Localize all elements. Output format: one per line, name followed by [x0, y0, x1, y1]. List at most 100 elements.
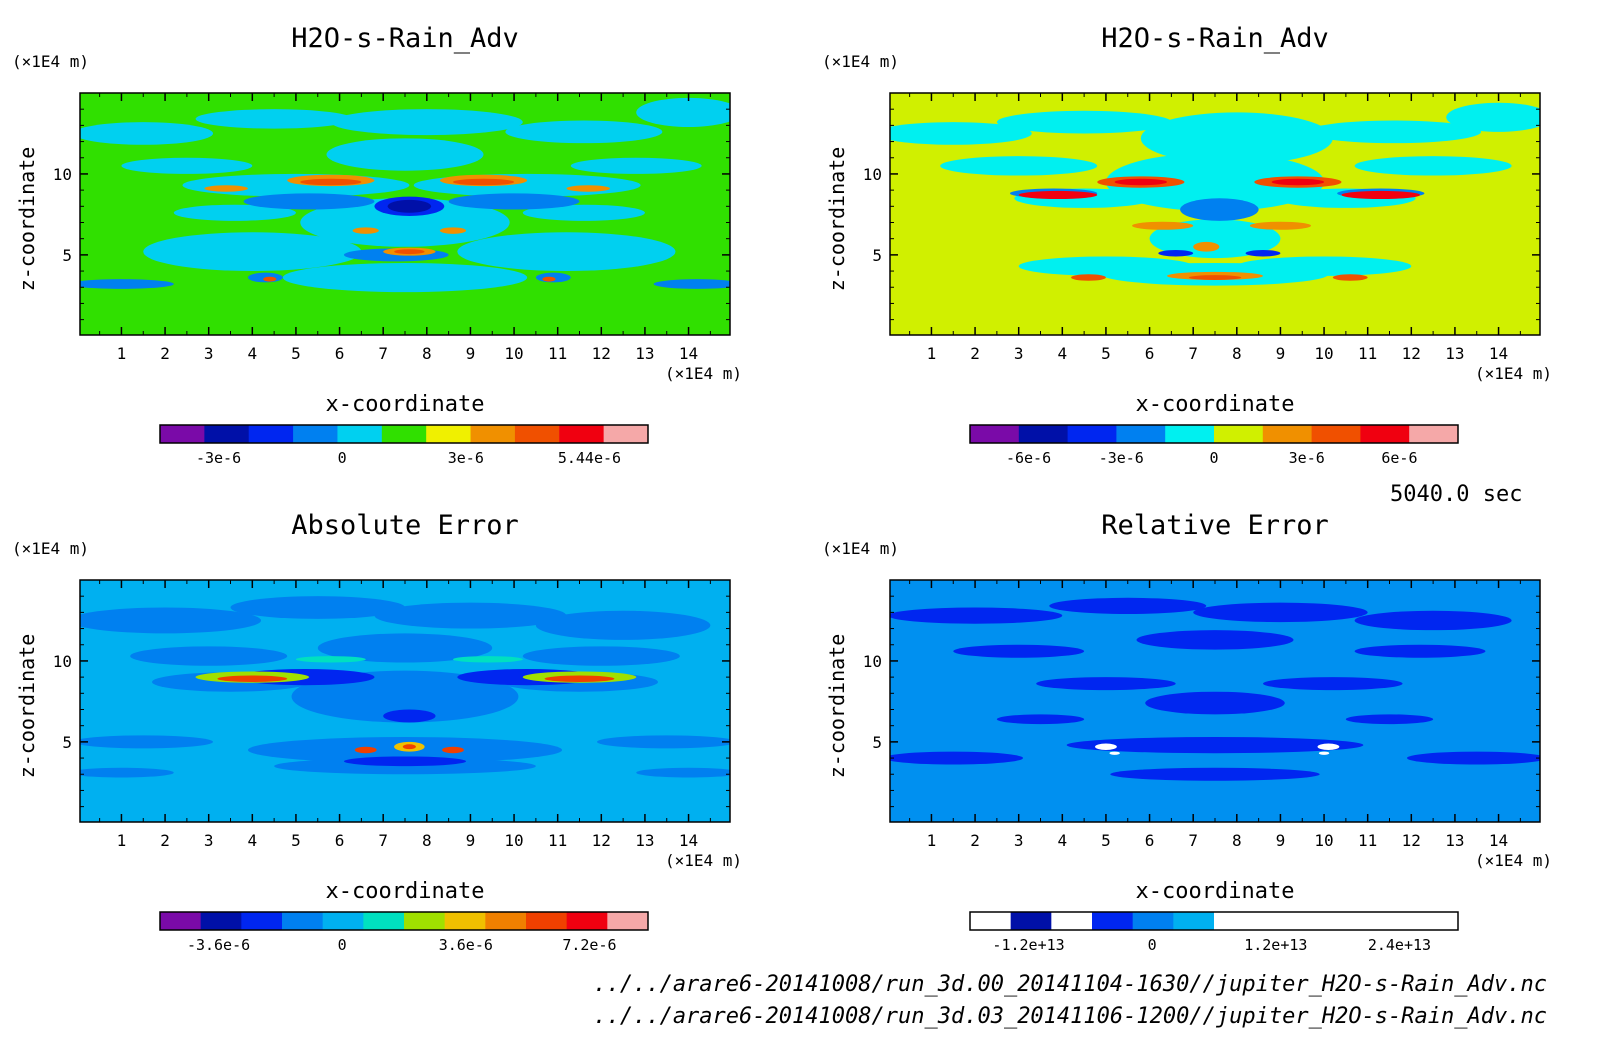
colorbar-swatch — [1376, 912, 1418, 930]
field-contour — [354, 746, 377, 754]
field-contour — [452, 656, 523, 663]
x-tick-label: 7 — [378, 831, 388, 850]
x-unit-label: (×1E4 m) — [1475, 364, 1552, 383]
x-tick-label: 14 — [1489, 831, 1508, 850]
field-contour — [317, 633, 493, 663]
colorbar: -1.2e+13 0 1.2e+13 2.4e+13 — [969, 911, 1459, 954]
field-contour — [291, 670, 519, 723]
field-contour — [121, 157, 253, 174]
field-contour — [1249, 221, 1311, 230]
field-contour — [452, 178, 515, 186]
colorbar-swatch — [1067, 425, 1117, 443]
field-contour — [1188, 275, 1242, 280]
colorbar: -3.6e-6 0 3.6e-6 7.2e-6 — [159, 911, 649, 954]
x-tick-label: 13 — [1445, 831, 1464, 850]
field-contour — [217, 675, 288, 682]
field-contour — [1036, 677, 1176, 691]
field-contour — [1341, 190, 1421, 200]
field-contour — [1317, 743, 1340, 750]
x-tick-label: 11 — [548, 831, 567, 850]
colorbar-swatch — [559, 425, 605, 443]
field-contour — [282, 262, 528, 293]
x-tick-label: 9 — [466, 344, 476, 363]
x-tick-label: 12 — [1402, 831, 1421, 850]
x-unit-label: (×1E4 m) — [665, 364, 742, 383]
field-contour — [596, 766, 615, 772]
colorbar-swatch — [1092, 912, 1134, 930]
colorbar-tick-label: 3e-6 — [1289, 449, 1325, 467]
colorbar-swatch — [160, 912, 202, 930]
x-tick-label: 8 — [422, 831, 432, 850]
x-tick-label: 2 — [970, 831, 980, 850]
colorbar-frame — [969, 424, 1459, 444]
colorbar-swatch — [322, 912, 364, 930]
x-tick-label: 14 — [1489, 344, 1508, 363]
x-tick-label: 8 — [422, 344, 432, 363]
x-tick-label: 9 — [466, 831, 476, 850]
colorbar-swatch — [1165, 425, 1215, 443]
x-tick-label: 11 — [1358, 831, 1377, 850]
colorbar-swatch — [1018, 425, 1069, 443]
y-tick-label: 10 — [863, 165, 882, 184]
x-tick-label: 1 — [927, 344, 937, 363]
colorbar-swatch — [485, 912, 527, 930]
field-contour — [330, 109, 523, 136]
x-tick-label: 7 — [1188, 831, 1198, 850]
colorbar-swatch — [381, 425, 427, 443]
field-contour — [1110, 767, 1320, 781]
colorbar-swatch — [160, 425, 205, 443]
x-tick-label: 10 — [504, 344, 523, 363]
field-contour — [143, 232, 362, 272]
x-tick-label: 4 — [247, 831, 257, 850]
colorbar-tick-label: 5.44e-6 — [558, 449, 621, 467]
field-contour — [300, 198, 510, 247]
colorbar-swatch — [970, 912, 1012, 930]
colorbar-tick-label: 3.6e-6 — [439, 936, 493, 954]
y-unit-label: (×1E4 m) — [12, 52, 89, 71]
field-contour — [1406, 751, 1540, 765]
field-contour — [295, 656, 366, 663]
x-tick-label: 9 — [1276, 831, 1286, 850]
x-tick-label: 8 — [1232, 831, 1242, 850]
field-contour — [522, 204, 645, 221]
field-contour — [195, 109, 353, 129]
field-contour — [1446, 102, 1540, 132]
field-contour — [243, 193, 375, 210]
x-tick-label: 14 — [679, 831, 698, 850]
field-contour — [890, 122, 1032, 145]
x-tick-label: 2 — [970, 344, 980, 363]
colorbar-swatch — [566, 912, 608, 930]
colorbar-tick-label: 2.4e+13 — [1368, 936, 1431, 954]
field-contour — [1345, 714, 1434, 725]
x-tick-label: 6 — [1145, 831, 1155, 850]
field-contour — [230, 596, 405, 619]
field-contour — [1354, 644, 1486, 658]
colorbar-swatch — [1295, 912, 1337, 930]
x-axis-label: x-coordinate — [326, 879, 485, 904]
x-tick-label: 6 — [335, 831, 345, 850]
colorbar-tick-label: 6e-6 — [1381, 449, 1417, 467]
colorbar-swatch — [444, 912, 486, 930]
x-axis-label: x-coordinate — [1136, 392, 1295, 417]
field-contour — [544, 675, 615, 682]
x-tick-label: 4 — [1057, 831, 1067, 850]
x-tick-label: 4 — [1057, 344, 1067, 363]
colorbar-swatch — [1214, 425, 1264, 443]
y-tick-label: 5 — [872, 246, 882, 265]
y-unit-label: (×1E4 m) — [822, 539, 899, 558]
field-contour — [402, 744, 416, 750]
field-contour — [1149, 219, 1281, 259]
x-tick-label: 5 — [291, 831, 301, 850]
x-tick-label: 3 — [204, 344, 214, 363]
field-contour — [442, 746, 464, 754]
y-tick-label: 5 — [62, 246, 72, 265]
field-contour — [457, 232, 676, 272]
field-contour — [1354, 610, 1512, 631]
field-contour — [1095, 743, 1117, 750]
colorbar-swatch — [1132, 912, 1174, 930]
colorbar-swatch — [970, 425, 1020, 443]
field-contour — [80, 122, 214, 145]
field-contour — [940, 156, 1098, 176]
colorbar-swatch — [1254, 912, 1296, 930]
